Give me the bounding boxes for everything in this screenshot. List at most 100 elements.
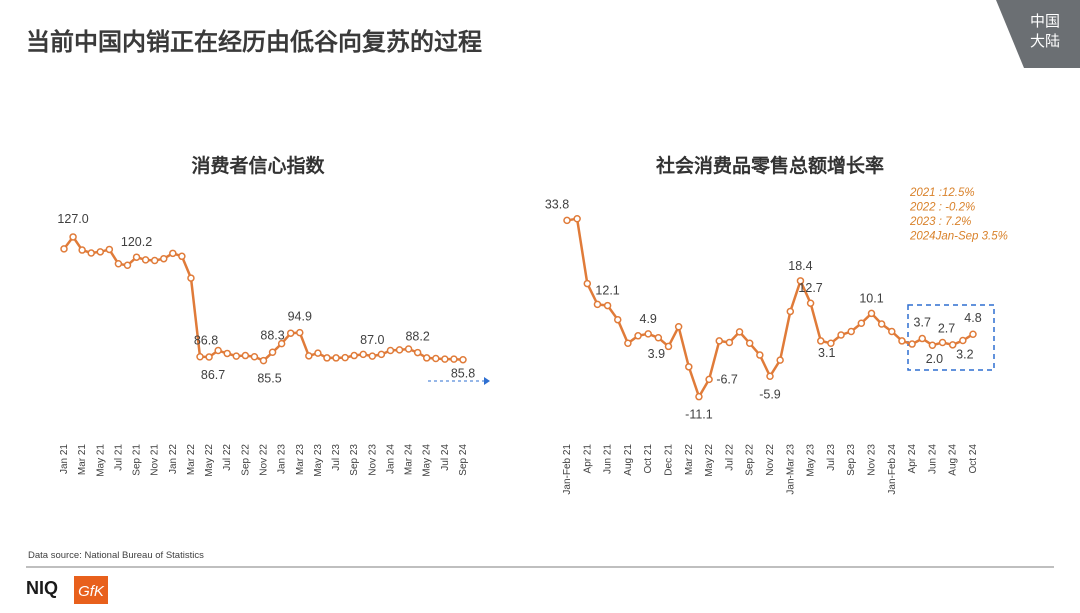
data-point xyxy=(404,345,413,353)
x-tick-label: Aug 21 xyxy=(623,444,634,476)
data-point xyxy=(178,252,186,261)
data-point xyxy=(332,354,340,362)
region-tag xyxy=(996,0,1080,68)
data-point xyxy=(169,249,177,258)
data-point xyxy=(232,352,241,360)
x-tick-label: Jan 21 xyxy=(59,444,70,474)
x-tick-label: Jun 21 xyxy=(603,444,614,474)
x-tick-label: Nov 21 xyxy=(150,444,161,476)
x-tick-label: Jun 24 xyxy=(927,444,938,474)
data-point xyxy=(614,315,622,324)
data-point xyxy=(756,351,764,359)
data-label: 85.8 xyxy=(451,367,475,381)
x-tick-label: Jan-Mar 23 xyxy=(785,444,796,495)
data-label: 33.8 xyxy=(545,197,569,211)
x-tick-label: May 23 xyxy=(313,444,324,477)
x-tick-label: May 22 xyxy=(204,444,215,477)
data-point xyxy=(323,354,331,362)
data-point xyxy=(654,334,663,342)
data-point xyxy=(87,249,95,257)
data-label: 3.2 xyxy=(956,348,973,362)
data-point xyxy=(450,355,458,363)
data-label: 2.7 xyxy=(938,321,955,335)
data-label: 12.7 xyxy=(798,281,822,295)
data-label: 12.1 xyxy=(595,284,619,298)
data-point xyxy=(395,346,404,354)
source: Data source: National Bureau of Statisti… xyxy=(28,550,204,561)
x-tick-label: Sep 23 xyxy=(846,444,857,476)
data-label: 86.8 xyxy=(194,334,218,348)
data-label: 120.2 xyxy=(121,235,152,249)
x-tick-label: Jul 23 xyxy=(331,444,342,471)
x-tick-label: Mar 22 xyxy=(684,444,695,476)
data-point xyxy=(715,337,723,345)
data-label: 2.0 xyxy=(926,352,943,366)
region-tag-text: 大陆 xyxy=(1030,33,1060,50)
data-point xyxy=(196,352,204,361)
data-point xyxy=(573,215,581,223)
data-point xyxy=(305,352,313,360)
data-point xyxy=(69,233,77,241)
x-tick-label: Jul 22 xyxy=(222,444,233,471)
logo-gfk-box xyxy=(74,576,108,604)
data-point xyxy=(959,336,967,345)
x-tick-label: Nov 22 xyxy=(765,444,776,476)
data-label: 127.0 xyxy=(57,212,88,226)
x-tick-label: Jul 24 xyxy=(440,444,451,471)
annotation: 2021 :12.5% xyxy=(909,187,975,199)
x-tick-label: Dec 21 xyxy=(664,444,675,476)
data-point xyxy=(908,340,916,348)
data-point xyxy=(705,375,713,384)
x-tick-label: Jan-Feb 24 xyxy=(887,444,898,495)
x-tick-label: Oct 24 xyxy=(968,444,979,474)
data-point xyxy=(593,300,602,309)
data-label: -5.9 xyxy=(759,387,781,401)
data-point xyxy=(205,353,213,361)
logo-niq: NIQ xyxy=(26,578,58,598)
data-point xyxy=(314,349,322,357)
data-point xyxy=(847,327,855,336)
data-label: 3.7 xyxy=(914,316,931,330)
data-point xyxy=(277,339,286,348)
x-tick-label: Sep 24 xyxy=(458,444,469,476)
data-point xyxy=(685,363,693,371)
data-point xyxy=(695,392,703,401)
x-tick-label: Jan-Feb 21 xyxy=(562,444,573,495)
data-label: -6.7 xyxy=(716,372,738,386)
data-point xyxy=(603,301,612,310)
data-point xyxy=(223,349,231,358)
data-label: 10.1 xyxy=(859,291,883,305)
region-tag-text: 中国 xyxy=(1030,13,1060,30)
data-point xyxy=(386,346,395,355)
x-tick-label: Mar 21 xyxy=(77,444,88,476)
data-point xyxy=(938,338,947,347)
data-point xyxy=(806,299,815,307)
data-point xyxy=(857,319,866,327)
trend-arrowhead xyxy=(484,377,490,385)
data-label: 4.9 xyxy=(640,312,657,326)
x-tick-label: Aug 24 xyxy=(948,444,959,476)
highlight-box xyxy=(907,304,995,371)
data-point xyxy=(268,348,277,357)
data-point xyxy=(644,330,652,338)
data-label: 18.4 xyxy=(788,259,812,273)
data-point xyxy=(725,338,734,347)
x-tick-label: Nov 23 xyxy=(367,444,378,476)
data-label: 87.0 xyxy=(360,333,384,347)
data-point xyxy=(296,328,304,337)
data-point xyxy=(214,346,222,355)
chart-title: 社会消费品零售总额增长率 xyxy=(655,154,884,177)
data-point xyxy=(368,352,377,360)
data-point xyxy=(583,279,592,288)
data-point xyxy=(969,330,977,338)
x-tick-label: Jul 21 xyxy=(113,444,124,471)
x-tick-label: Jan 22 xyxy=(168,444,179,474)
data-point xyxy=(105,245,114,254)
x-tick-label: May 22 xyxy=(704,444,715,477)
data-point xyxy=(837,331,845,339)
data-label: -11.1 xyxy=(685,408,713,422)
x-tick-label: Sep 21 xyxy=(132,444,143,476)
data-point xyxy=(160,254,168,263)
data-point xyxy=(867,309,876,318)
